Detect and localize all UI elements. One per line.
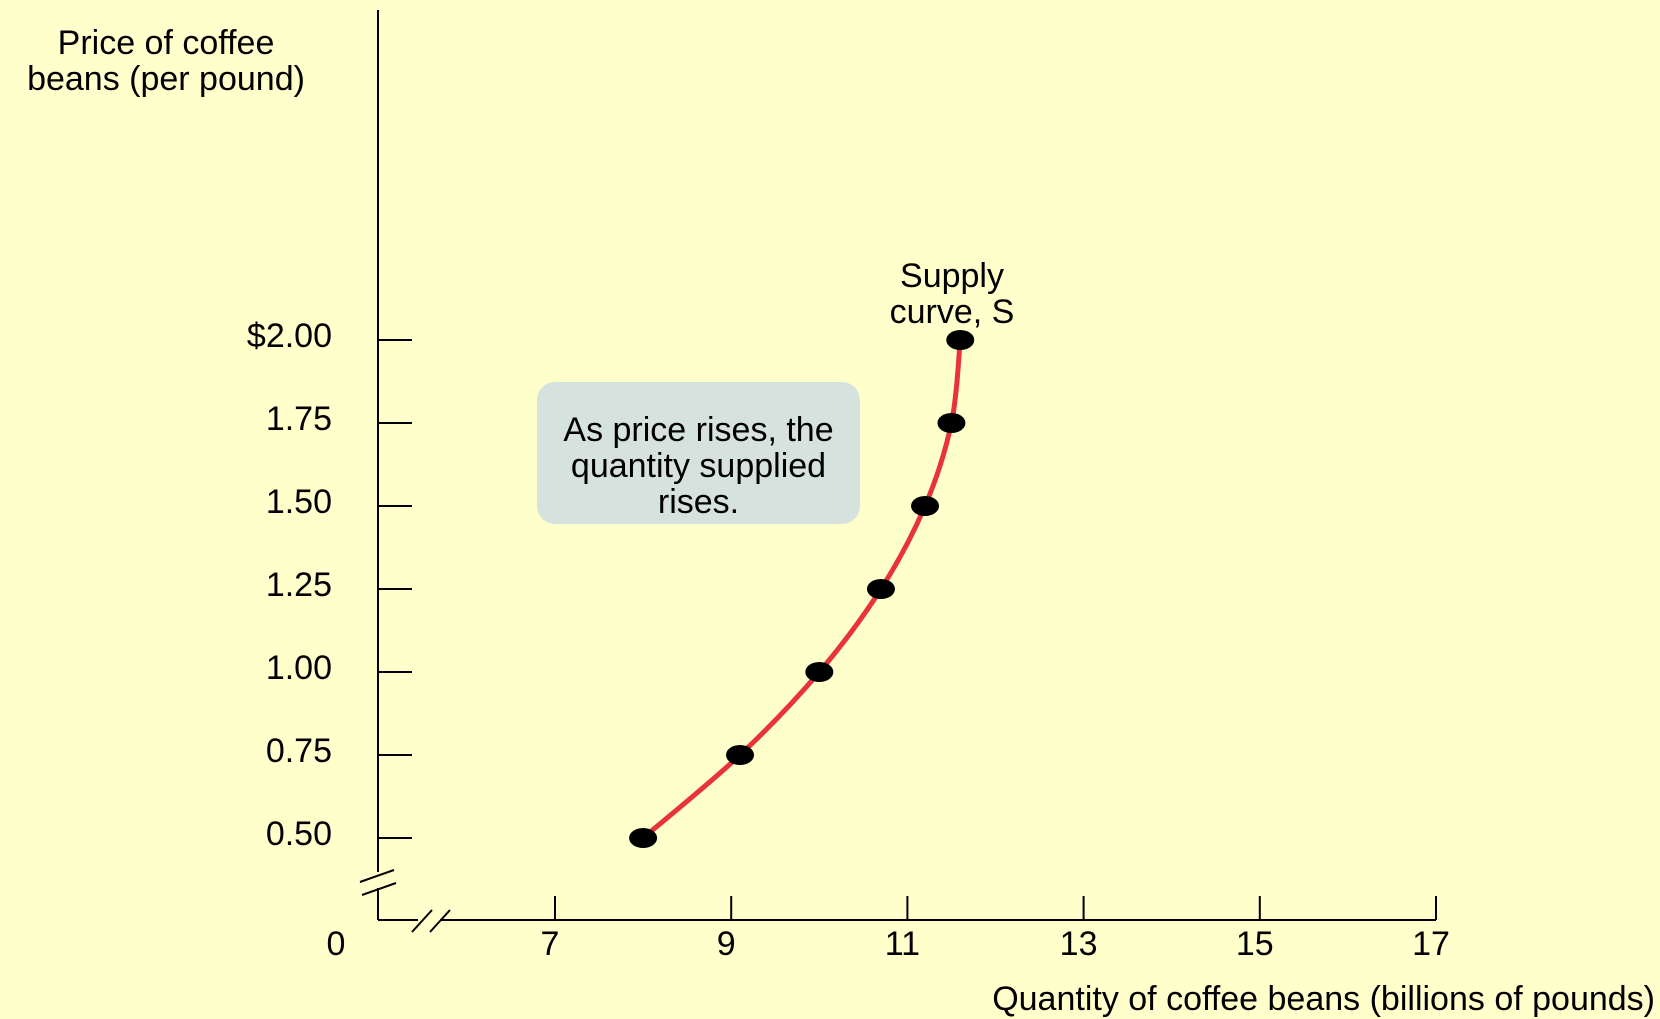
y-tick-label: 1.75 (265, 400, 332, 438)
supply-curve-label: Supply curve, S (889, 257, 1015, 331)
y-tick-label: $2.00 (246, 317, 332, 355)
x-axis-break-mark (429, 909, 451, 933)
supply-point-marker (946, 330, 975, 350)
supply-point-marker (726, 745, 755, 765)
x-axis-label: Quantity of coffee beans (billions of po… (992, 980, 1655, 1018)
annotation-callout: As price rises, the quantity supplied ri… (537, 382, 860, 524)
supply-point-marker (629, 828, 658, 848)
origin-label: 0 (326, 925, 346, 963)
x-tick-label: 13 (1059, 925, 1098, 963)
y-axis-break-mark (359, 869, 395, 883)
x-tick-label: 9 (716, 925, 736, 963)
x-tick-label: 7 (540, 925, 560, 963)
x-axis-break-gap (418, 904, 440, 936)
supply-point-marker (866, 579, 895, 599)
y-axis-break-gap (358, 872, 398, 888)
supply-point-marker (937, 413, 966, 433)
y-tick-label: 1.50 (265, 483, 332, 521)
supply-point-marker (911, 496, 940, 516)
supply-point-marker (805, 662, 834, 682)
y-tick-label: 1.25 (265, 566, 332, 604)
x-tick-label: 11 (884, 925, 921, 963)
x-axis-break-mark (411, 909, 433, 933)
x-tick-label: 15 (1235, 925, 1274, 963)
y-tick-label: 0.75 (265, 732, 332, 770)
y-tick-label: 1.00 (265, 649, 332, 687)
x-tick-label: 17 (1412, 925, 1450, 963)
y-tick-label: 0.50 (265, 815, 332, 853)
y-axis-break-mark (361, 882, 397, 896)
y-axis-label: Price of coffee beans (per pound) (27, 24, 305, 98)
